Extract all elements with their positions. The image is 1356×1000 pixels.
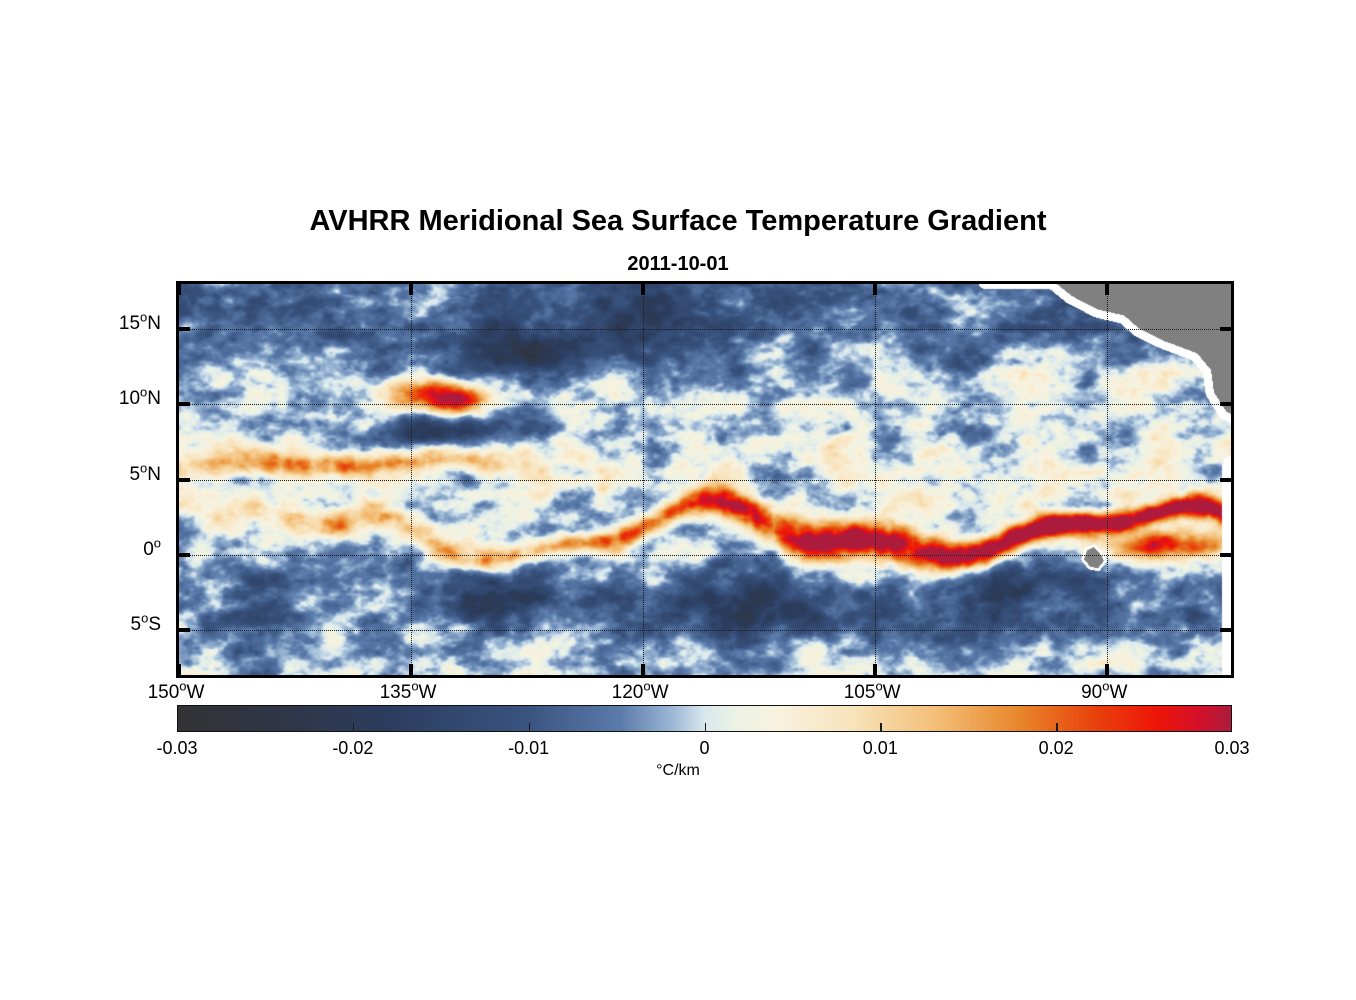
colorbar-tick [528, 723, 531, 732]
y-axis-tick-label: 0o [143, 535, 161, 560]
colorbar-tick [1056, 723, 1058, 732]
sst-gradient-heatmap [179, 284, 1231, 675]
map-plot-area [176, 281, 1234, 678]
colorbar-tick [880, 723, 882, 732]
y-axis-tick-label: 5oS [130, 610, 162, 635]
x-axis-tick-label: 105oW [843, 678, 901, 703]
y-axis-tick-label: 15oN [118, 309, 161, 335]
colorbar-tick-label: 0.03 [1214, 738, 1250, 758]
y-axis-tick-label: 10oN [118, 384, 161, 410]
page-title: AVHRR Meridional Sea Surface Temperature… [309, 205, 1047, 237]
x-axis-tick [873, 284, 878, 295]
colorbar [177, 705, 1232, 732]
y-axis-tick [1220, 627, 1231, 632]
y-axis-tick-label: 5oN [129, 460, 161, 485]
y-axis-tick [179, 552, 190, 557]
y-axis-tick [1220, 327, 1231, 332]
colorbar-tick [704, 723, 707, 732]
colorbar-tick-label: -0.01 [508, 738, 550, 758]
y-axis-tick [179, 477, 190, 482]
x-axis-tick [641, 664, 646, 675]
colorbar-tick [352, 723, 355, 732]
x-axis-tick [409, 284, 414, 295]
y-axis-tick [1220, 402, 1231, 407]
x-axis-tick [409, 664, 414, 675]
x-axis-tick-label: 135oW [379, 678, 437, 703]
x-axis-tick [177, 284, 181, 295]
y-axis-tick [179, 402, 190, 407]
x-axis-tick [1105, 664, 1110, 675]
colorbar-unit-label: °C/km [656, 762, 700, 779]
x-axis-tick [873, 664, 878, 675]
x-axis-tick [1105, 284, 1110, 295]
x-axis-tick [177, 664, 181, 675]
colorbar-tick-label: -0.03 [156, 738, 198, 758]
y-axis-tick [179, 627, 190, 632]
x-axis-tick [641, 284, 646, 295]
colorbar-tick-label: 0.01 [862, 738, 898, 758]
x-axis-tick-label: 150oW [147, 678, 205, 703]
colorbar-tick-label: -0.02 [332, 738, 374, 758]
x-axis-tick-label: 90oW [1081, 678, 1128, 703]
colorbar-tick-label: 0.02 [1038, 738, 1074, 758]
y-axis-tick [1220, 477, 1231, 482]
colorbar-tick-label: 0 [699, 738, 710, 758]
y-axis-tick [179, 327, 190, 332]
x-axis-tick-label: 120oW [611, 678, 669, 703]
page-subtitle: 2011-10-01 [627, 253, 729, 275]
y-axis-tick [1220, 552, 1231, 557]
